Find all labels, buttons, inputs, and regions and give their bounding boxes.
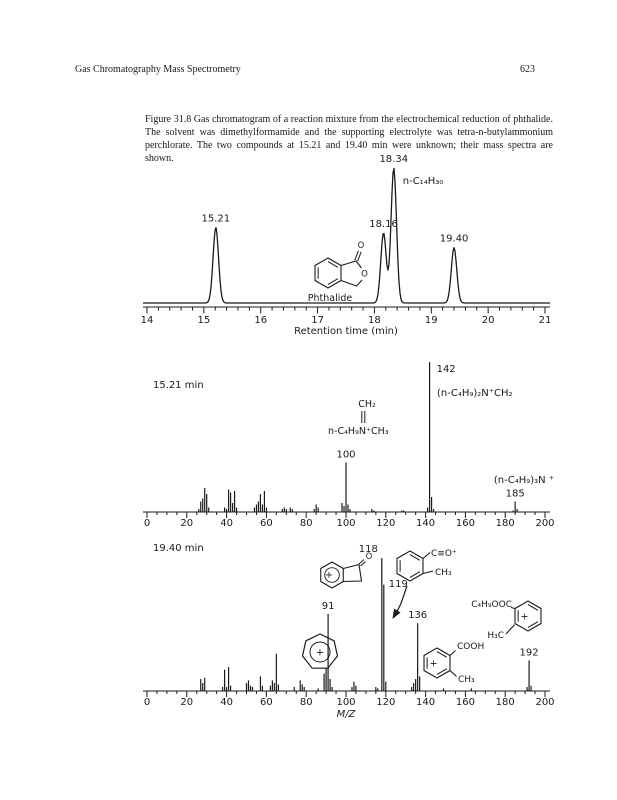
- svg-text:91: 91: [322, 601, 335, 612]
- svg-text:20: 20: [180, 697, 193, 708]
- scan-time-label: 19.40 min: [153, 543, 204, 554]
- svg-text:0: 0: [144, 697, 150, 708]
- svg-text:CH₃: CH₃: [458, 675, 475, 685]
- svg-text:80: 80: [300, 697, 313, 708]
- peak-labels: 100 142 185 (n-C₄H₉)₂N⁺CH₂ (n-C₄H₉)₃N ⁺: [336, 364, 554, 500]
- svg-text:136: 136: [408, 610, 427, 621]
- svg-text:180: 180: [496, 697, 515, 708]
- svg-text:160: 160: [456, 697, 475, 708]
- fragmentation-arrow: [392, 585, 408, 619]
- butyl-ester-structure: + C₄H₉OOC H₃C: [471, 600, 542, 641]
- chromatogram-trace: [143, 167, 550, 304]
- svg-text:C₄H₉OOC: C₄H₉OOC: [471, 600, 512, 610]
- svg-text:M/Z: M/Z: [337, 709, 357, 720]
- svg-text:40: 40: [220, 518, 233, 529]
- svg-text:n-C₄H₉N⁺CH₃: n-C₄H₉N⁺CH₃: [328, 426, 389, 437]
- x-axis: 14 15 16 17 18 19 20 21 Retention time (min): [141, 306, 552, 337]
- methylbenzoyl-cation-structure: C≡O⁺ CH₃: [396, 549, 457, 582]
- svg-text:19.40 min: 19.40 min: [153, 543, 204, 554]
- svg-text:19: 19: [425, 315, 438, 326]
- peaks: [198, 362, 518, 512]
- scan-time-label: 15.21 min: [153, 380, 204, 391]
- svg-text:80: 80: [300, 518, 313, 529]
- svg-text:+: +: [325, 570, 333, 581]
- peak-labels: 91 118 119 136 192: [322, 544, 539, 658]
- svg-text:CH₂: CH₂: [358, 399, 376, 410]
- svg-text:+: +: [316, 648, 324, 659]
- svg-text:H₃C: H₃C: [487, 631, 504, 641]
- svg-text:100: 100: [336, 697, 355, 708]
- svg-text:185: 185: [506, 489, 525, 500]
- svg-text:17: 17: [311, 315, 324, 326]
- gas-chromatogram-plot: 14 15 16 17 18 19 20 21 Retention time (min) 15.2…: [141, 154, 552, 337]
- svg-text:15.21 min: 15.21 min: [153, 380, 204, 391]
- svg-text:18: 18: [368, 315, 381, 326]
- svg-text:120: 120: [376, 518, 395, 529]
- svg-text:0: 0: [144, 518, 150, 529]
- svg-text:Retention time (min): Retention time (min): [294, 326, 398, 337]
- page-number: 623: [520, 64, 535, 75]
- mass-spectrum-19-40: 0 20 40 60 80 100 120 140 160 180 200 M/Z 91 118 119 13…: [143, 543, 555, 720]
- figure-caption: Figure 31.8 Gas chromatogram of a reacti…: [145, 114, 553, 164]
- peak-labels: 15.21 18.16 18.34 n-C₁₄H₃₀ 19.40: [201, 154, 468, 245]
- svg-text:200: 200: [535, 518, 554, 529]
- running-head: Gas Chromatography Mass Spectrometry: [75, 64, 241, 75]
- svg-text:n-C₁₄H₃₀: n-C₁₄H₃₀: [403, 176, 443, 187]
- svg-text:O: O: [358, 241, 365, 251]
- svg-text:119: 119: [389, 579, 408, 590]
- svg-text:140: 140: [416, 697, 435, 708]
- svg-text:15.21: 15.21: [201, 213, 230, 224]
- svg-text:C≡O⁺: C≡O⁺: [431, 549, 457, 559]
- svg-text:60: 60: [260, 697, 273, 708]
- svg-text:CH₃: CH₃: [435, 568, 452, 578]
- svg-text:18.16: 18.16: [369, 219, 398, 230]
- svg-text:+: +: [521, 612, 529, 623]
- x-axis: 0 20 40 60 80 100 120 140 160 180 200 M/Z: [143, 690, 555, 720]
- svg-text:18.34: 18.34: [379, 154, 408, 165]
- svg-text:142: 142: [437, 364, 456, 375]
- methylbenzoic-acid-structure: + COOH CH₃: [423, 642, 484, 685]
- benzocyclobutenone-structure: +O: [320, 552, 373, 589]
- x-axis: 0 20 40 60 80 100 120 140 160 180 200: [143, 511, 555, 529]
- svg-text:O: O: [361, 270, 368, 280]
- mass-spectrum-15-21: 0 20 40 60 80 100 120 140 160 180 200 100 142 185 (n-C…: [143, 362, 555, 529]
- svg-text:14: 14: [141, 315, 154, 326]
- svg-text:192: 192: [520, 647, 539, 658]
- svg-text:21: 21: [539, 315, 552, 326]
- svg-text:(n-C₄H₉)₃N ⁺: (n-C₄H₉)₃N ⁺: [494, 475, 554, 486]
- svg-text:60: 60: [260, 518, 273, 529]
- svg-text:160: 160: [456, 518, 475, 529]
- svg-text:COOH: COOH: [457, 642, 484, 652]
- svg-text:20: 20: [180, 518, 193, 529]
- svg-text:100: 100: [336, 450, 355, 461]
- svg-text:Phthalide: Phthalide: [308, 293, 353, 304]
- svg-text:15: 15: [197, 315, 210, 326]
- tropylium-structure: +: [301, 633, 339, 669]
- svg-text:118: 118: [359, 544, 378, 555]
- svg-text:180: 180: [496, 518, 515, 529]
- svg-text:100: 100: [336, 518, 355, 529]
- svg-text:19.40: 19.40: [440, 234, 469, 245]
- phthalide-structure: O O Phthalide: [308, 241, 368, 304]
- peaks: [200, 558, 532, 691]
- svg-text:200: 200: [535, 697, 554, 708]
- svg-text:40: 40: [220, 697, 233, 708]
- svg-text:O: O: [366, 552, 373, 562]
- svg-text:(n-C₄H₉)₂N⁺CH₂: (n-C₄H₉)₂N⁺CH₂: [437, 388, 513, 399]
- svg-text:+: +: [430, 659, 438, 670]
- svg-text:20: 20: [482, 315, 495, 326]
- svg-text:120: 120: [376, 697, 395, 708]
- iminium-structure: CH₂ n-C₄H₉N⁺CH₃: [328, 399, 389, 437]
- svg-text:16: 16: [254, 315, 267, 326]
- svg-text:140: 140: [416, 518, 435, 529]
